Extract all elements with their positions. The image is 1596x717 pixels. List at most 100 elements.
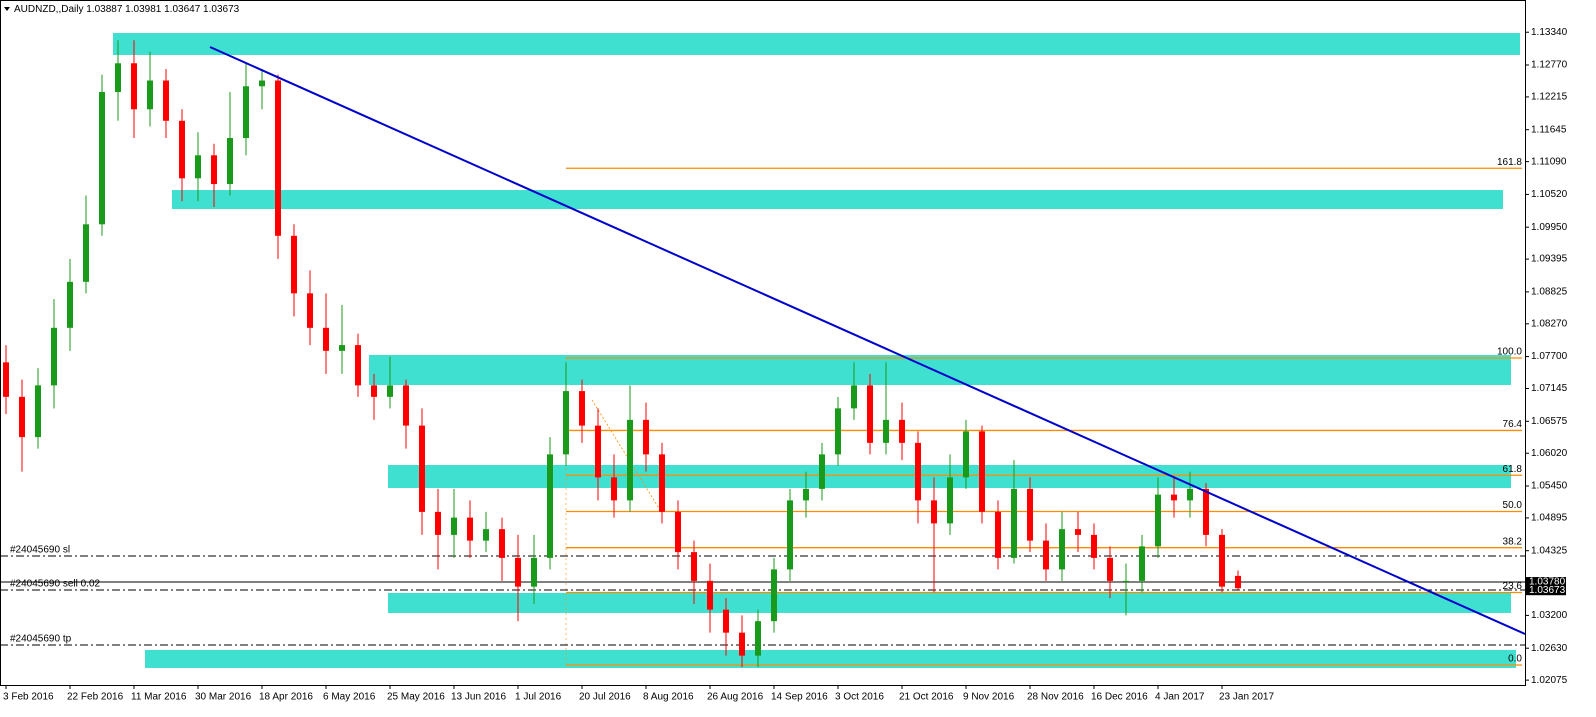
candle-body bbox=[259, 80, 265, 87]
candle-body bbox=[963, 431, 969, 478]
x-tick-label: 30 Mar 2016 bbox=[195, 692, 252, 703]
candle-body bbox=[691, 552, 697, 581]
candle-body bbox=[979, 431, 985, 512]
candle-body bbox=[1075, 529, 1081, 535]
y-tick-label: 1.03200 bbox=[1531, 610, 1568, 621]
fib-label: 0.0 bbox=[1508, 654, 1522, 665]
fib-label: 76.4 bbox=[1503, 419, 1523, 430]
y-tick-label: 1.05450 bbox=[1531, 481, 1568, 492]
candle-body bbox=[675, 511, 681, 553]
menu-arrow[interactable] bbox=[4, 7, 10, 11]
candle-body bbox=[51, 327, 57, 386]
candle-body bbox=[1091, 534, 1097, 558]
candle-body bbox=[35, 385, 41, 438]
candle-body bbox=[355, 345, 361, 386]
y-tick-label: 1.06575 bbox=[1531, 416, 1568, 427]
y-tick-label: 1.07145 bbox=[1531, 383, 1568, 394]
candle-body bbox=[1171, 494, 1177, 501]
trendline bbox=[209, 46, 1526, 635]
x-tick-label: 18 Apr 2016 bbox=[259, 692, 313, 703]
candle-body bbox=[531, 557, 537, 587]
y-tick-label: 1.11090 bbox=[1531, 156, 1567, 167]
y-tick-label: 1.04895 bbox=[1531, 513, 1568, 524]
y-tick-label: 1.02075 bbox=[1531, 675, 1568, 686]
x-tick-label: 26 Aug 2016 bbox=[707, 692, 764, 703]
candle-body bbox=[563, 391, 569, 455]
zone bbox=[172, 190, 1503, 210]
candle-body bbox=[1203, 488, 1209, 535]
candle-body bbox=[147, 80, 153, 110]
header: AUDNZD,,Daily 1.03887 1.03981 1.03647 1.… bbox=[14, 4, 240, 15]
candle-body bbox=[931, 500, 937, 524]
candle-body bbox=[67, 281, 73, 328]
candle-body bbox=[387, 385, 393, 397]
last-close: 1.03673 bbox=[203, 4, 240, 15]
candle-body bbox=[371, 385, 377, 397]
y-tick-label: 1.12215 bbox=[1531, 92, 1568, 103]
candle-body bbox=[595, 425, 601, 478]
plot-frame bbox=[0, 0, 1526, 686]
candle-body bbox=[115, 63, 121, 93]
candle-body bbox=[819, 454, 825, 489]
y-tick-label: 1.04325 bbox=[1531, 545, 1568, 556]
candle-body bbox=[291, 235, 297, 294]
fib-label: 61.8 bbox=[1503, 464, 1523, 475]
fib-label: 50.0 bbox=[1503, 500, 1523, 511]
candle-body bbox=[787, 500, 793, 570]
candle-body bbox=[3, 362, 9, 397]
last-low: 1.03647 bbox=[164, 4, 201, 15]
x-tick-label: 11 Mar 2016 bbox=[131, 692, 187, 703]
candle-body bbox=[1107, 557, 1113, 581]
zone bbox=[388, 592, 1511, 613]
candle-body bbox=[1027, 488, 1033, 541]
candle-body bbox=[323, 327, 329, 351]
candle-body bbox=[803, 488, 809, 501]
fib-diagonal bbox=[591, 399, 661, 511]
y-tick-label: 1.10520 bbox=[1531, 189, 1568, 200]
candle-body bbox=[883, 419, 889, 443]
candle-body bbox=[179, 120, 185, 179]
candle-body bbox=[643, 419, 649, 455]
candle-body bbox=[1139, 546, 1145, 581]
x-tick-label: 3 Feb 2016 bbox=[3, 692, 54, 703]
candle-body bbox=[1187, 488, 1193, 501]
candle-body bbox=[307, 293, 313, 328]
candle-body bbox=[1155, 494, 1161, 547]
fib-label: 38.2 bbox=[1503, 536, 1523, 547]
candle-body bbox=[163, 80, 169, 121]
y-tick-label: 1.11645 bbox=[1531, 124, 1567, 135]
x-tick-label: 28 Nov 2016 bbox=[1027, 692, 1084, 703]
y-tick-label: 1.08825 bbox=[1531, 287, 1568, 298]
last-open: 1.03887 bbox=[86, 4, 123, 15]
candle-body bbox=[899, 419, 905, 443]
candle-body bbox=[947, 477, 953, 524]
fib-label: 100.0 bbox=[1497, 347, 1522, 358]
candle-body bbox=[547, 454, 553, 558]
candle-body bbox=[211, 155, 217, 185]
candle-body bbox=[579, 391, 585, 426]
x-tick-label: 4 Jan 2017 bbox=[1155, 692, 1205, 703]
y-tick-label: 1.13340 bbox=[1531, 27, 1568, 38]
y-tick-label: 1.07700 bbox=[1531, 351, 1568, 362]
last-high: 1.03981 bbox=[125, 4, 162, 15]
candle-body bbox=[419, 425, 425, 512]
candle-body bbox=[483, 529, 489, 541]
y-tick-label: 1.08270 bbox=[1531, 318, 1568, 329]
candle-body bbox=[851, 385, 857, 409]
y-tick-label: 1.06020 bbox=[1531, 448, 1568, 459]
fib-label: 161.8 bbox=[1497, 157, 1522, 168]
candle-body bbox=[627, 419, 633, 501]
candle-body bbox=[707, 580, 713, 610]
candle-body bbox=[451, 517, 457, 535]
candle-body bbox=[867, 385, 873, 443]
candle-body bbox=[195, 155, 201, 179]
candle-body bbox=[275, 80, 281, 236]
price-box-label: 1.03780 bbox=[1529, 577, 1566, 588]
price-box bbox=[1526, 585, 1566, 596]
x-tick-label: 8 Aug 2016 bbox=[643, 692, 694, 703]
candle-body bbox=[19, 396, 25, 438]
order-label: #24045690 sell 0.02 bbox=[10, 579, 101, 590]
candle-body bbox=[723, 609, 729, 633]
y-tick-label: 1.09950 bbox=[1531, 222, 1568, 233]
